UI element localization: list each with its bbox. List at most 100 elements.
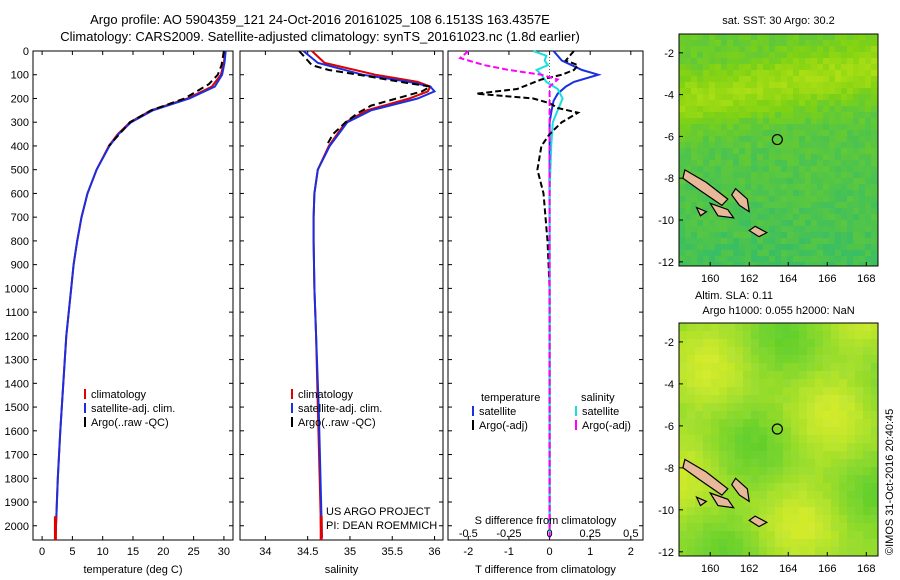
map-cell	[679, 523, 687, 531]
map-cell	[733, 40, 739, 46]
map-cell	[691, 250, 697, 256]
map-cell	[781, 190, 787, 196]
legend-label: Argo(-adj)	[582, 420, 631, 432]
map-cell	[823, 523, 831, 531]
map-cell	[767, 323, 775, 331]
depth-tick-label: 1800	[5, 473, 29, 485]
map-cell	[739, 214, 745, 220]
map-cell	[757, 184, 763, 190]
map-cell	[703, 523, 711, 531]
map-cell	[793, 244, 799, 250]
map-cell	[835, 100, 841, 106]
map-cell	[783, 379, 791, 387]
map-cell	[711, 451, 719, 459]
map-cell	[817, 196, 823, 202]
map-cell	[763, 142, 769, 148]
map-cell	[733, 166, 739, 172]
map-cell	[703, 459, 711, 467]
map-cell	[745, 34, 751, 40]
map-cell	[733, 118, 739, 124]
map-cell	[691, 214, 697, 220]
map-cell	[691, 142, 697, 148]
map-cell	[703, 82, 709, 88]
map-cell	[847, 331, 855, 339]
map-cell	[835, 142, 841, 148]
map-cell	[859, 136, 865, 142]
map-cell	[727, 172, 733, 178]
map-cell	[757, 100, 763, 106]
map-cell	[787, 118, 793, 124]
map-cell	[715, 94, 721, 100]
map-cell	[695, 419, 703, 427]
map-cell	[871, 395, 878, 403]
map-cell	[697, 250, 703, 256]
map-cell	[679, 100, 685, 106]
map-cell	[823, 475, 831, 483]
map-cell	[815, 363, 823, 371]
map-cell	[727, 202, 733, 208]
map-cell	[727, 435, 735, 443]
map-cell	[817, 202, 823, 208]
island	[695, 496, 708, 507]
map-cell	[679, 214, 685, 220]
map-cell	[871, 475, 878, 483]
map-cell	[853, 34, 859, 40]
map-cell	[687, 427, 695, 435]
map-cell	[769, 244, 775, 250]
map-cell	[835, 88, 841, 94]
map-cell	[847, 531, 855, 539]
map-cell	[745, 40, 751, 46]
map-cell	[679, 331, 687, 339]
map-cell	[763, 226, 769, 232]
map-cell	[757, 136, 763, 142]
map-cell	[703, 507, 711, 515]
map-cell	[793, 184, 799, 190]
map-cell	[703, 52, 709, 58]
map-cell	[823, 178, 829, 184]
map-cell	[781, 106, 787, 112]
map-cell	[783, 323, 791, 331]
map-cell	[735, 451, 743, 459]
map-cell	[687, 379, 695, 387]
map-cell	[805, 226, 811, 232]
map-cell	[811, 52, 817, 58]
map-cell	[719, 371, 727, 379]
map-cell	[751, 507, 759, 515]
map-cell	[841, 64, 847, 70]
map-cell	[859, 172, 865, 178]
map-cell	[751, 379, 759, 387]
map-cell	[719, 523, 727, 531]
map-cell	[823, 124, 829, 130]
map-cell	[763, 94, 769, 100]
map-cell	[871, 118, 877, 124]
map-cell	[775, 64, 781, 70]
map-cell	[721, 172, 727, 178]
map-cell	[799, 160, 805, 166]
map-cell	[703, 244, 709, 250]
map-cell	[735, 427, 743, 435]
map-cell	[763, 136, 769, 142]
map-cell	[865, 250, 871, 256]
map-cell	[859, 142, 865, 148]
map-cell	[853, 256, 859, 262]
map-cell	[807, 379, 815, 387]
map-cell	[799, 70, 805, 76]
map-cell	[715, 160, 721, 166]
map-cell	[687, 475, 695, 483]
map-cell	[775, 196, 781, 202]
map-cell	[727, 244, 733, 250]
map-cell	[759, 339, 767, 347]
map-cell	[853, 226, 859, 232]
map-cell	[807, 491, 815, 499]
map-cell	[841, 124, 847, 130]
map-cell	[807, 371, 815, 379]
map-cell	[679, 262, 685, 266]
map-cell	[763, 166, 769, 172]
map-cell	[697, 214, 703, 220]
map-cell	[853, 202, 859, 208]
map-cell	[853, 124, 859, 130]
map-cell	[733, 262, 739, 266]
map-cell	[685, 118, 691, 124]
map-cell	[769, 112, 775, 118]
map-cell	[745, 88, 751, 94]
